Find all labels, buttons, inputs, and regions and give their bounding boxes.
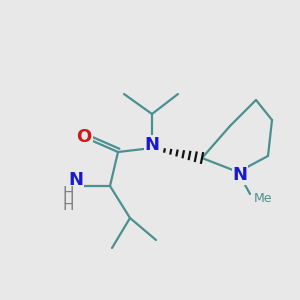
Text: H: H xyxy=(62,187,74,202)
Text: N: N xyxy=(145,136,160,154)
Text: Me: Me xyxy=(254,191,272,205)
Text: N: N xyxy=(232,166,247,184)
Text: H: H xyxy=(62,199,74,214)
Text: O: O xyxy=(76,128,92,146)
Text: N: N xyxy=(68,171,83,189)
